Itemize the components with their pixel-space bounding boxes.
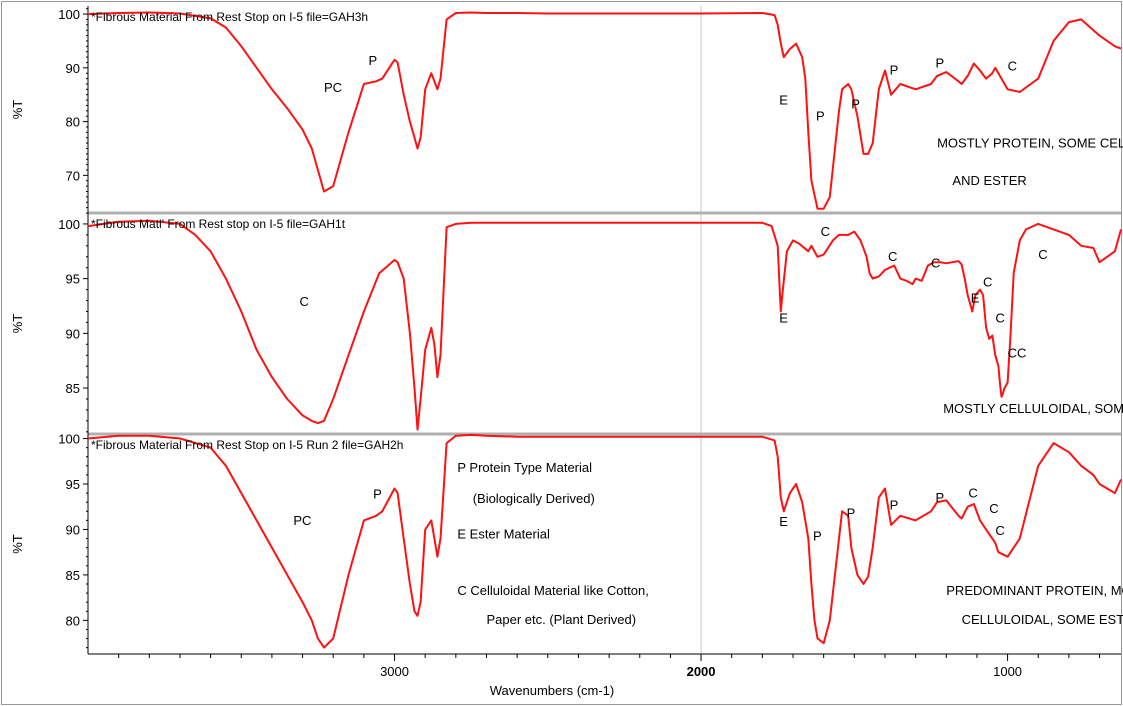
panel-label: *Fibrous Material From Rest Stop on I-5 …: [91, 10, 368, 24]
peak-annotation: C: [983, 274, 992, 289]
peak-annotation: C: [1038, 247, 1047, 262]
peak-annotation: (Biologically Derived): [473, 491, 595, 506]
panel-bottom: 80 85 90 95 100 %T *Fibrous Material From Rest…: [10, 432, 1123, 655]
peak-annotation: P Protein Type Material: [457, 460, 592, 475]
y-tick-label: 85: [66, 568, 80, 583]
y-axis-label: %T: [10, 314, 25, 334]
panel-middle: 85 90 95 100 %T *Fibrous Matl' From Rest stop…: [10, 212, 1123, 436]
y-tick-label: 80: [66, 613, 80, 628]
peak-annotation: C: [1008, 59, 1017, 74]
peak-annotation: C Celluloidal Material like Cotton,: [457, 583, 648, 598]
peak-annotation: PC: [324, 80, 342, 95]
y-axis-label: %T: [10, 100, 25, 120]
peak-annotation: P: [813, 528, 822, 543]
peak-annotation: E: [971, 291, 980, 306]
x-tick-label: 1000: [993, 664, 1022, 679]
peak-annotation: P: [368, 53, 377, 68]
y-axis-label: %T: [10, 534, 25, 554]
panel-top: 70 80 90 100 %T *Fibrous Material From Rest S…: [10, 6, 1123, 215]
y-tick-label: 80: [66, 115, 80, 130]
peak-annotation: P: [851, 97, 860, 112]
peak-annotation: E Ester Material: [457, 527, 550, 542]
y-tick-label: 95: [66, 477, 80, 492]
x-tick-label: 2000: [687, 664, 716, 679]
peak-annotation: CELLULOIDAL, SOME ESTER: [962, 612, 1123, 627]
panel-label: *Fibrous Matl' From Rest stop on I-5 fil…: [91, 217, 346, 231]
panel-label: *Fibrous Material From Rest Stop on I-5 …: [91, 438, 403, 452]
y-tick-label: 90: [66, 522, 80, 537]
peak-annotation: E: [779, 514, 788, 529]
peak-annotation: P: [936, 490, 945, 505]
y-tick-label: 100: [58, 432, 80, 447]
y-tick-label: 100: [58, 7, 80, 22]
peak-annotation: C: [300, 294, 309, 309]
peak-annotation: P: [816, 109, 825, 124]
y-tick-label: 100: [58, 217, 80, 232]
peak-annotation: AND ESTER: [952, 173, 1026, 188]
peak-annotation: C: [821, 224, 830, 239]
peak-annotation: C: [995, 310, 1004, 325]
peak-annotation: E: [779, 92, 788, 107]
spectrum-line-middle: [87, 219, 1122, 431]
y-tick-label: 95: [66, 272, 80, 287]
peak-annotation: PC: [293, 513, 311, 528]
y-tick-label: 70: [66, 168, 80, 183]
peak-annotation: MOSTLY CELLULOIDAL, SOME ESTER: [943, 401, 1123, 416]
peak-annotation: E: [779, 310, 788, 325]
peak-annotation: PREDOMINANT PROTEIN, MODERATE: [946, 583, 1123, 598]
peak-annotation: C: [995, 523, 1004, 538]
peak-annotation: P: [936, 55, 945, 70]
spectrum-line-bottom: [87, 433, 1122, 649]
peak-annotation: C: [931, 256, 940, 271]
spectrum-line-top: [87, 11, 1122, 210]
y-tick-label: 85: [66, 381, 80, 396]
y-tick-label: 90: [66, 326, 80, 341]
peak-annotation: P: [890, 497, 899, 512]
peak-annotation: C: [968, 486, 977, 501]
peak-annotation: MOSTLY PROTEIN, SOME CELLULOIDAL: [937, 135, 1123, 150]
peak-annotation: P: [373, 487, 382, 502]
peak-annotation: C: [888, 249, 897, 264]
peak-annotation: C: [989, 501, 998, 516]
x-axis-label: Wavenumbers (cm-1): [490, 683, 614, 698]
y-tick-label: 90: [66, 61, 80, 76]
peak-annotation: P: [890, 62, 899, 77]
peak-annotation: P: [847, 506, 856, 521]
peak-annotation: Paper etc. (Plant Derived): [486, 612, 636, 627]
x-tick-label: 3000: [380, 664, 409, 679]
peak-annotation: CC: [1008, 345, 1027, 360]
